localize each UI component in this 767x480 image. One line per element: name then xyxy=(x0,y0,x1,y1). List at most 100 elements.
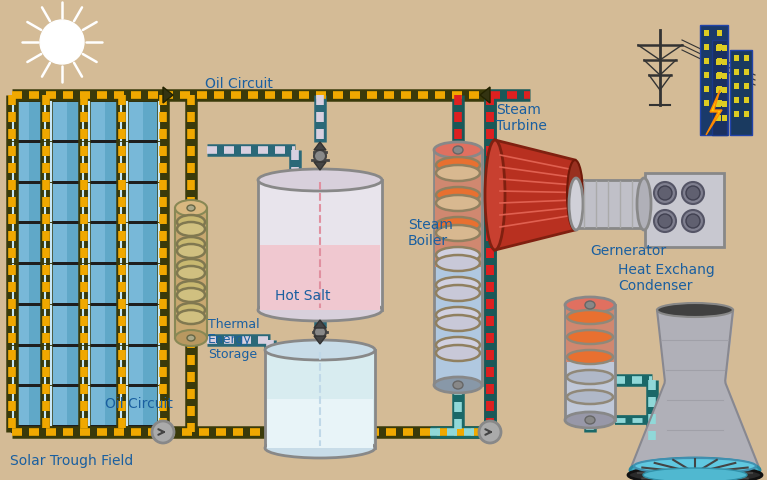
Ellipse shape xyxy=(436,165,480,181)
FancyBboxPatch shape xyxy=(105,183,121,221)
Bar xyxy=(717,44,722,50)
FancyBboxPatch shape xyxy=(127,183,143,221)
Ellipse shape xyxy=(436,247,480,263)
Ellipse shape xyxy=(187,205,195,211)
Ellipse shape xyxy=(567,160,583,230)
Bar xyxy=(722,45,727,51)
Ellipse shape xyxy=(565,412,615,428)
FancyBboxPatch shape xyxy=(105,306,121,344)
Ellipse shape xyxy=(567,350,613,364)
FancyBboxPatch shape xyxy=(89,306,105,344)
Bar xyxy=(734,83,739,89)
Bar xyxy=(565,305,615,420)
Bar xyxy=(722,115,727,121)
FancyBboxPatch shape xyxy=(126,98,160,432)
Bar xyxy=(722,101,727,107)
FancyBboxPatch shape xyxy=(127,224,143,262)
Ellipse shape xyxy=(177,237,205,251)
Ellipse shape xyxy=(630,458,760,480)
Ellipse shape xyxy=(637,178,651,230)
FancyBboxPatch shape xyxy=(67,306,83,344)
FancyBboxPatch shape xyxy=(51,224,67,262)
Ellipse shape xyxy=(567,310,613,324)
Text: Hot Salt: Hot Salt xyxy=(275,289,331,303)
Ellipse shape xyxy=(436,277,480,293)
Bar xyxy=(267,399,373,448)
Bar xyxy=(435,150,481,267)
Bar xyxy=(576,180,644,228)
FancyBboxPatch shape xyxy=(143,306,159,344)
Ellipse shape xyxy=(436,255,480,271)
FancyBboxPatch shape xyxy=(88,98,122,432)
Ellipse shape xyxy=(175,200,207,216)
FancyBboxPatch shape xyxy=(13,143,29,180)
FancyBboxPatch shape xyxy=(51,347,67,384)
FancyBboxPatch shape xyxy=(13,347,29,384)
Ellipse shape xyxy=(643,468,747,480)
Ellipse shape xyxy=(177,303,205,317)
FancyBboxPatch shape xyxy=(127,306,143,344)
FancyBboxPatch shape xyxy=(105,347,121,384)
Text: Oil Circuit: Oil Circuit xyxy=(105,397,173,411)
Bar xyxy=(734,55,739,61)
Bar xyxy=(730,50,752,135)
FancyBboxPatch shape xyxy=(67,102,83,140)
FancyBboxPatch shape xyxy=(67,224,83,262)
Bar xyxy=(734,97,739,103)
FancyBboxPatch shape xyxy=(51,387,67,425)
FancyBboxPatch shape xyxy=(127,102,143,140)
Bar xyxy=(704,100,709,106)
FancyBboxPatch shape xyxy=(51,306,67,344)
FancyBboxPatch shape xyxy=(51,265,67,303)
Bar xyxy=(717,100,722,106)
FancyBboxPatch shape xyxy=(51,183,67,221)
FancyBboxPatch shape xyxy=(143,183,159,221)
Ellipse shape xyxy=(436,225,480,241)
FancyBboxPatch shape xyxy=(29,347,45,384)
FancyBboxPatch shape xyxy=(29,306,45,344)
Bar xyxy=(716,45,721,51)
Bar xyxy=(716,73,721,79)
Bar xyxy=(716,115,721,121)
FancyBboxPatch shape xyxy=(127,265,143,303)
FancyBboxPatch shape xyxy=(13,224,29,262)
Ellipse shape xyxy=(177,222,205,236)
FancyBboxPatch shape xyxy=(143,224,159,262)
Ellipse shape xyxy=(187,335,195,341)
FancyBboxPatch shape xyxy=(29,265,45,303)
FancyBboxPatch shape xyxy=(29,387,45,425)
FancyBboxPatch shape xyxy=(143,265,159,303)
FancyBboxPatch shape xyxy=(29,224,45,262)
FancyBboxPatch shape xyxy=(29,102,45,140)
Bar xyxy=(712,40,727,135)
Circle shape xyxy=(314,326,326,338)
Ellipse shape xyxy=(436,345,480,361)
FancyBboxPatch shape xyxy=(13,306,29,344)
FancyBboxPatch shape xyxy=(89,183,105,221)
Bar xyxy=(704,58,709,64)
FancyBboxPatch shape xyxy=(13,387,29,425)
Text: Thermal
Energy
Storage: Thermal Energy Storage xyxy=(208,318,259,361)
FancyBboxPatch shape xyxy=(143,143,159,180)
FancyBboxPatch shape xyxy=(67,265,83,303)
Bar xyxy=(717,58,722,64)
Ellipse shape xyxy=(567,390,613,404)
FancyBboxPatch shape xyxy=(89,347,105,384)
FancyBboxPatch shape xyxy=(12,98,46,432)
Bar xyxy=(717,86,722,92)
FancyBboxPatch shape xyxy=(89,143,105,180)
Bar xyxy=(716,101,721,107)
FancyBboxPatch shape xyxy=(67,183,83,221)
FancyBboxPatch shape xyxy=(89,387,105,425)
Ellipse shape xyxy=(585,416,595,424)
Ellipse shape xyxy=(585,301,595,309)
Ellipse shape xyxy=(436,307,480,323)
FancyBboxPatch shape xyxy=(13,265,29,303)
Bar xyxy=(722,59,727,65)
Ellipse shape xyxy=(265,438,375,458)
Ellipse shape xyxy=(175,330,207,346)
FancyBboxPatch shape xyxy=(67,387,83,425)
Bar xyxy=(734,111,739,117)
Ellipse shape xyxy=(177,215,205,229)
Text: Oil Circuit: Oil Circuit xyxy=(205,77,273,91)
